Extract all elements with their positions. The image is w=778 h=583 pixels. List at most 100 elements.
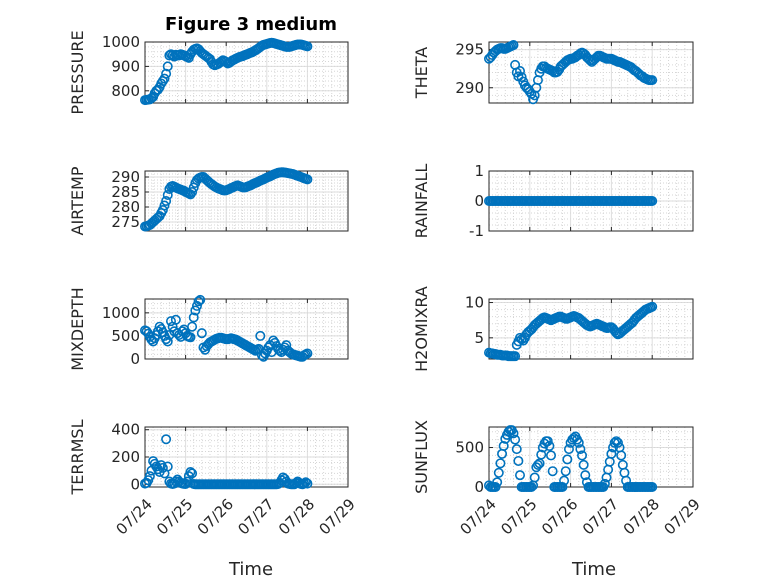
panel-bottom-left-data-point (161, 434, 172, 445)
panel-bottom-left-xtick-label: 07/27 (234, 495, 277, 538)
panel-second-right-ytick-label: 0 (474, 192, 484, 210)
panel-third-right-data-point (510, 351, 521, 362)
panel-top-left-data-point (159, 73, 170, 84)
panel-third-left-data-point (165, 316, 176, 327)
panel-bottom-left-xtick-label: 07/24 (113, 495, 156, 538)
panel-bottom-left-data-point (302, 478, 313, 489)
panel-third-left-data-point (185, 332, 196, 343)
figure-title: Figure 3 medium (165, 14, 337, 35)
panel-bottom-right-data-point (577, 450, 588, 461)
panel-bottom-right-xtick-label: 07/29 (661, 495, 704, 538)
panel-bottom-right-data-point (542, 436, 553, 447)
panel-second-left-data-point (302, 174, 313, 185)
panel-bottom-left-ytick-label: 200 (111, 448, 140, 466)
panel-bottom-left-data-point (185, 466, 196, 477)
panel-bottom-right-data-point (578, 459, 589, 470)
panel-bottom-right-data-point (544, 440, 555, 451)
panel-top-right-data-point (647, 75, 658, 86)
panel-top-left-axes-box (144, 41, 349, 104)
panel-bottom-right-data-point (647, 481, 658, 492)
panel-second-left-ytick-label: 275 (111, 213, 140, 231)
panel-bottom-right-data-point (511, 444, 522, 455)
panel-bottom-left-data-point (157, 462, 168, 473)
panel-second-right-ytick-label: -1 (469, 222, 484, 240)
panel-bottom-right-data-point (557, 481, 568, 492)
panel-bottom-right-data-point (599, 478, 610, 489)
panel-bottom-right-ytick-label: 0 (474, 478, 484, 496)
panel-bottom-right-data-point (497, 448, 508, 459)
panel-second-left-axes-box (144, 170, 349, 232)
panel-bottom-left-xtick-label: 07/25 (153, 495, 196, 538)
panel-bottom-right-data-point (532, 459, 543, 470)
panel-third-left-ytick-label: 1000 (102, 304, 140, 322)
panel-bottom-right-xtick-label: 07/25 (497, 495, 540, 538)
panel-second-right-ytick-label: 1 (474, 162, 484, 180)
panel-third-left-data-point (195, 294, 206, 305)
panel-bottom-right-xtick-label: 07/24 (457, 495, 500, 538)
panel-bottom-right-data-point (493, 467, 504, 478)
panel-top-left-y-axis-label: PRESSURE (68, 30, 87, 114)
panel-bottom-left-ytick-label: 0 (130, 475, 140, 493)
panel-third-left-data-point (162, 336, 173, 347)
panel-top-left-ytick-label: 800 (111, 82, 140, 100)
panel-top-left-ytick-label: 900 (111, 57, 140, 75)
x-axis-label-left: Time (228, 559, 273, 580)
panel-bottom-right-data-point (575, 444, 586, 455)
panel-bottom-right-ytick-label: 500 (455, 439, 484, 457)
panel-third-left-data-point (193, 296, 204, 307)
panel-bottom-left-ytick-label: 400 (111, 421, 140, 439)
panel-bottom-left-xtick-label: 07/26 (194, 495, 237, 538)
panel-third-left-axes-box (144, 298, 349, 360)
panel-top-left-ytick-label: 1000 (102, 33, 140, 51)
panel-third-left-data-point (273, 343, 284, 354)
panel-second-left-data-point (162, 190, 173, 201)
panel-second-left-ytick-label: 280 (111, 198, 140, 216)
panel-bottom-right-data-point (529, 472, 540, 483)
panel-bottom-right-data-point (513, 455, 524, 466)
panel-top-right-axes-box (488, 41, 694, 104)
panel-bottom-right-data-point (562, 454, 573, 465)
panel-third-left-data-point (170, 314, 181, 325)
panel-bottom-left-data-point (187, 468, 198, 479)
panel-third-right-ytick-label: 5 (474, 329, 484, 347)
panel-top-right-data-point (516, 72, 527, 83)
panel-top-right-y-axis-label: THETA (412, 47, 431, 99)
panel-bottom-left-xtick-label: 07/28 (275, 495, 318, 538)
panel-bottom-right-data-point (604, 456, 615, 467)
panel-third-right-axes-box (488, 298, 694, 360)
panel-bottom-right-data-point (617, 459, 628, 470)
panel-second-left-ytick-label: 285 (111, 183, 140, 201)
panel-second-left-data-point (159, 200, 170, 211)
panel-third-left-data-point (302, 348, 313, 359)
panel-second-left-data-point (187, 187, 198, 198)
panel-bottom-right-data-point (546, 450, 557, 461)
panel-bottom-right-data-point (498, 440, 509, 451)
panel-top-right-ytick-label: 295 (455, 41, 484, 59)
panel-bottom-right-data-point (536, 449, 547, 460)
panel-top-right-ytick-label: 290 (455, 79, 484, 97)
panel-bottom-right-data-point (580, 470, 591, 481)
panel-bottom-left-y-axis-label: TERRMSL (68, 419, 87, 495)
panel-bottom-right-data-point (563, 444, 574, 455)
panel-bottom-right-data-point (526, 481, 537, 492)
panel-top-right-data-point (552, 66, 563, 77)
panel-bottom-right-data-point (559, 475, 570, 486)
panel-bottom-right-data-point (560, 466, 571, 477)
panel-bottom-right-xtick-label: 07/28 (620, 495, 663, 538)
panel-top-left-data-point (161, 68, 172, 79)
panel-third-right-data-point (647, 301, 658, 312)
panel-top-left-data-point (302, 41, 313, 52)
panel-third-left-ytick-label: 0 (130, 350, 140, 368)
panel-top-right-data-point (508, 40, 519, 51)
panel-second-left-data-point (151, 214, 162, 225)
panel-second-left-data-point (157, 205, 168, 216)
panel-bottom-right-data-point (612, 437, 623, 448)
panel-bottom-right-data-point (547, 466, 558, 477)
panel-top-right-data-point (515, 65, 526, 76)
panel-bottom-right-xtick-label: 07/26 (538, 495, 581, 538)
panel-second-left-ytick-label: 290 (111, 168, 140, 186)
panel-bottom-right-data-point (573, 437, 584, 448)
panel-second-left-y-axis-label: AIRTEMP (68, 166, 87, 235)
panel-third-right-y-axis-label: H2OMIXRA (412, 286, 431, 372)
